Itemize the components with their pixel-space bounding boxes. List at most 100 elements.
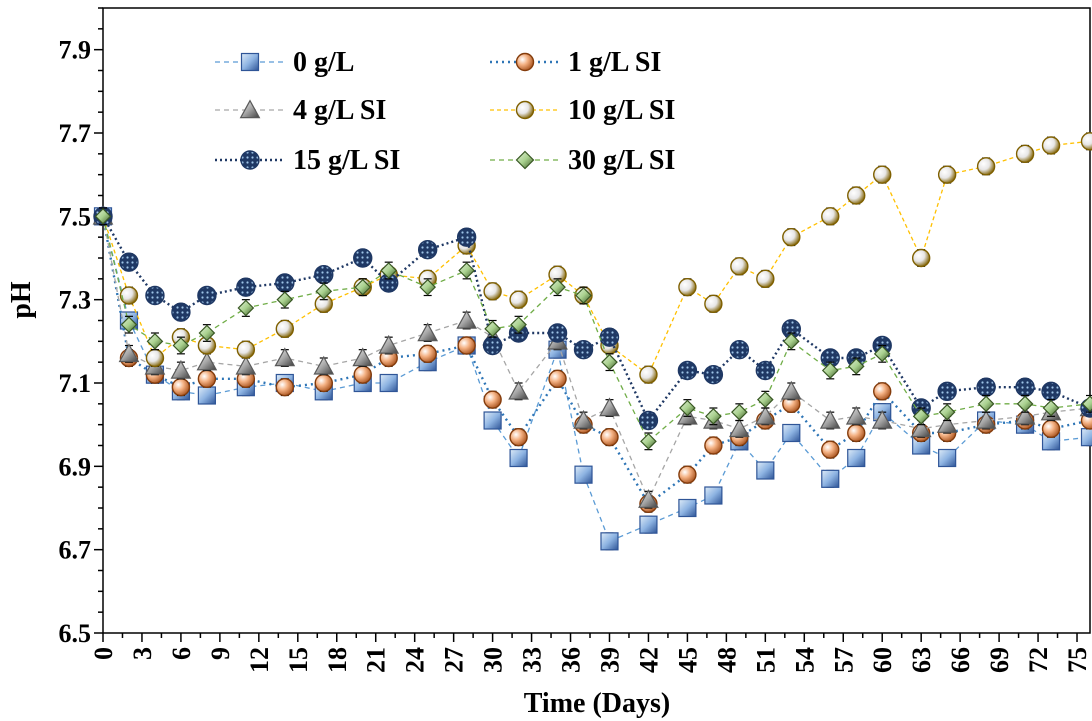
legend-marker <box>515 100 535 120</box>
data-point <box>417 239 438 260</box>
data-point <box>419 278 437 296</box>
data-point <box>198 324 216 342</box>
data-point <box>938 403 956 421</box>
data-point <box>1015 144 1035 164</box>
data-point <box>1041 136 1061 155</box>
data-point <box>119 286 139 305</box>
data-point <box>483 411 502 430</box>
y-axis-title: pH <box>6 281 37 319</box>
data-point <box>821 362 839 379</box>
data-point <box>236 277 256 297</box>
data-point <box>171 377 191 397</box>
data-point <box>847 186 866 205</box>
legend-item: 10 g/L SI <box>490 95 675 126</box>
data-point <box>937 165 957 184</box>
data-point <box>509 448 528 468</box>
data-point <box>600 532 619 551</box>
data-point <box>172 337 190 354</box>
data-point <box>119 252 139 272</box>
data-point <box>547 323 568 343</box>
data-point <box>976 377 996 397</box>
data-point <box>1016 395 1034 413</box>
legend-label: 0 g/L <box>293 47 354 78</box>
data-point <box>976 157 996 176</box>
data-point <box>640 432 657 450</box>
data-point <box>418 344 437 364</box>
x-tick-label: 54 <box>790 647 819 673</box>
data-point <box>912 407 930 425</box>
data-point <box>845 405 867 425</box>
data-point <box>1015 377 1035 397</box>
x-tick-label: 21 <box>362 647 391 673</box>
data-point <box>975 409 997 429</box>
data-point <box>417 322 439 342</box>
y-tick-label: 6.5 <box>59 619 92 648</box>
data-point <box>756 461 775 480</box>
data-point <box>704 486 723 505</box>
data-point <box>638 410 659 431</box>
data-point <box>782 423 801 443</box>
legend-label: 1 g/L SI <box>568 47 661 78</box>
data-point <box>510 316 527 334</box>
data-point <box>1080 428 1092 447</box>
data-point <box>678 498 697 518</box>
data-point <box>145 348 165 368</box>
series-layer <box>92 132 1092 551</box>
data-point <box>235 355 257 375</box>
legend-marker <box>240 52 260 72</box>
data-point <box>508 380 529 400</box>
y-tick-label: 7.5 <box>59 202 92 231</box>
x-tick-label: 66 <box>946 647 975 673</box>
data-point <box>274 347 296 367</box>
data-point <box>483 390 502 409</box>
x-tick-label: 6 <box>167 647 196 660</box>
data-point <box>677 360 698 381</box>
data-point <box>756 391 774 409</box>
data-point <box>170 359 192 379</box>
x-tick-label: 69 <box>985 647 1014 673</box>
data-point <box>599 327 620 347</box>
data-point <box>1042 399 1060 417</box>
data-point <box>380 262 398 279</box>
y-tick-label: 7.9 <box>59 36 92 65</box>
y-tick-label: 6.7 <box>59 536 92 565</box>
legend-item: 4 g/L SI <box>215 95 386 126</box>
data-point <box>821 207 840 226</box>
data-point <box>873 382 892 401</box>
series-line <box>102 216 1091 443</box>
data-point <box>911 248 931 268</box>
data-point <box>728 418 750 438</box>
data-point <box>196 351 218 371</box>
data-point <box>120 316 138 334</box>
data-point <box>197 285 217 306</box>
data-point <box>1041 419 1061 439</box>
x-tick-label: 24 <box>401 647 430 673</box>
data-point <box>678 277 697 297</box>
x-tick-label: 27 <box>440 647 469 673</box>
axes: 6.56.76.97.17.37.57.77.90 3 6 9 12 15 18 21 24 27… <box>59 7 1092 673</box>
data-point <box>549 278 566 296</box>
data-point <box>352 347 374 367</box>
data-point <box>679 399 696 417</box>
data-point <box>458 262 475 279</box>
data-point <box>456 309 477 329</box>
data-point <box>678 465 697 484</box>
x-tick-label: 9 <box>206 647 235 660</box>
data-point <box>275 377 295 397</box>
x-tick-label: 57 <box>829 647 858 673</box>
data-point <box>94 207 112 225</box>
data-point <box>910 418 932 438</box>
data-point <box>378 334 400 354</box>
legend-label: 15 g/L SI <box>293 145 400 176</box>
data-point <box>599 397 620 417</box>
data-point <box>704 294 723 314</box>
legend-marker <box>515 150 535 170</box>
data-point <box>314 264 334 285</box>
data-point <box>938 448 957 468</box>
data-point <box>819 409 841 429</box>
data-point <box>754 405 776 425</box>
data-point <box>601 353 618 371</box>
data-point <box>354 278 372 296</box>
x-tick-label: 45 <box>673 647 702 673</box>
